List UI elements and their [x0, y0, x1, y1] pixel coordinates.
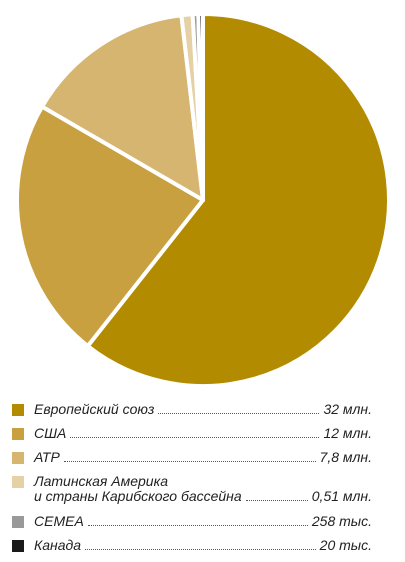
legend-label: Канада: [34, 537, 82, 553]
legend-item-apac: АТР 7,8 млн.: [12, 450, 372, 474]
legend-item-cemea: СЕМЕА 258 тыс.: [12, 514, 372, 538]
legend-label: Европейский союз: [34, 401, 155, 417]
legend-swatch: [12, 476, 24, 488]
legend-item-canada: Канада 20 тыс.: [12, 538, 372, 562]
legend-label-line-2: и страны Карибского бассейна: [34, 488, 242, 504]
pie-chart: [15, 12, 391, 388]
pie-slice-usa: [15, 104, 205, 349]
legend-swatch: [12, 452, 24, 464]
leader-dots: [85, 549, 316, 550]
legend-value: 32 млн.: [323, 401, 372, 417]
leader-dots: [87, 525, 308, 526]
leader-dots: [70, 437, 320, 438]
legend-swatch: [12, 516, 24, 528]
pie-slice-canada: [196, 12, 205, 202]
leader-dots: [245, 500, 308, 501]
legend-value: 258 тыс.: [311, 513, 372, 529]
leader-dots: [158, 413, 320, 414]
leader-dots: [63, 461, 316, 462]
legend: Европейский союз 32 млн. США 12 млн. АТР…: [12, 402, 372, 562]
legend-swatch: [12, 404, 24, 416]
legend-label: АТР: [34, 449, 60, 465]
legend-label: Латинская Америка и страны Карибского ба…: [34, 474, 242, 504]
legend-item-latam: Латинская Америка и страны Карибского ба…: [12, 474, 372, 514]
legend-item-eu: Европейский союз 32 млн.: [12, 402, 372, 426]
pie-slice-apac: [40, 13, 205, 202]
legend-value: 0,51 млн.: [311, 488, 372, 504]
legend-value: 20 тыс.: [319, 537, 372, 553]
pie-slice-eu: [85, 12, 391, 388]
legend-label-line-1: Латинская Америка: [34, 473, 168, 489]
legend-label: СЕМЕА: [34, 513, 84, 529]
legend-label: США: [34, 425, 67, 441]
legend-swatch: [12, 540, 24, 552]
legend-value: 7,8 млн.: [319, 449, 372, 465]
legend-swatch: [12, 428, 24, 440]
legend-value: 12 млн.: [323, 425, 372, 441]
legend-item-usa: США 12 млн.: [12, 426, 372, 450]
